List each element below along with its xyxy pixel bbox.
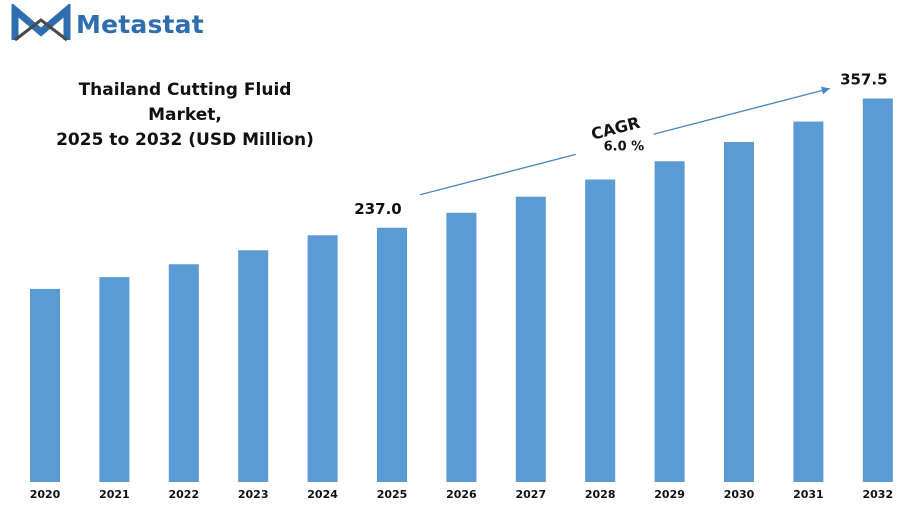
x-tick-2029: 2029 <box>654 488 685 501</box>
bar-2024 <box>307 235 338 482</box>
brand-logo: Metastat <box>10 4 204 44</box>
bar-2027 <box>515 196 546 482</box>
cagr-trend-line-left <box>419 153 576 196</box>
x-tick-2032: 2032 <box>862 488 893 501</box>
cagr-arrowhead <box>821 86 830 95</box>
chart-title-line-2: 2025 to 2032 (USD Million) <box>56 130 314 150</box>
x-tick-2030: 2030 <box>724 488 755 501</box>
x-tick-2021: 2021 <box>99 488 130 501</box>
bar-2031 <box>793 121 824 483</box>
x-tick-2022: 2022 <box>168 488 199 501</box>
chart-title-line-1: Thailand Cutting Fluid Market, <box>78 80 292 125</box>
bar-2021 <box>99 277 130 482</box>
x-tick-2031: 2031 <box>793 488 824 501</box>
data-label-2032: 357.5 <box>840 71 887 89</box>
bar-2032 <box>862 98 893 482</box>
x-tick-2023: 2023 <box>238 488 269 501</box>
chart-title: Thailand Cutting Fluid Market, 2025 to 2… <box>40 78 330 153</box>
x-tick-2026: 2026 <box>446 488 477 501</box>
bar-2028 <box>585 179 616 482</box>
brand-name: Metastat <box>76 9 204 39</box>
x-tick-2024: 2024 <box>307 488 338 501</box>
data-label-2025: 237.0 <box>354 200 401 218</box>
bar-2020 <box>30 288 60 482</box>
x-tick-2027: 2027 <box>515 488 546 501</box>
metastat-m-logo-icon <box>11 4 71 42</box>
bar-2022 <box>168 264 199 482</box>
bar-2026 <box>446 212 477 482</box>
x-tick-2020: 2020 <box>30 488 61 501</box>
bar-2025 <box>377 227 407 482</box>
bar-2030 <box>724 141 754 483</box>
bar-2029 <box>654 161 685 482</box>
x-tick-2025: 2025 <box>377 488 408 501</box>
x-tick-2028: 2028 <box>585 488 616 501</box>
cagr-trend-line-right <box>653 87 830 135</box>
bar-2023 <box>238 250 269 482</box>
cagr-value: 6.0 % <box>604 140 645 155</box>
